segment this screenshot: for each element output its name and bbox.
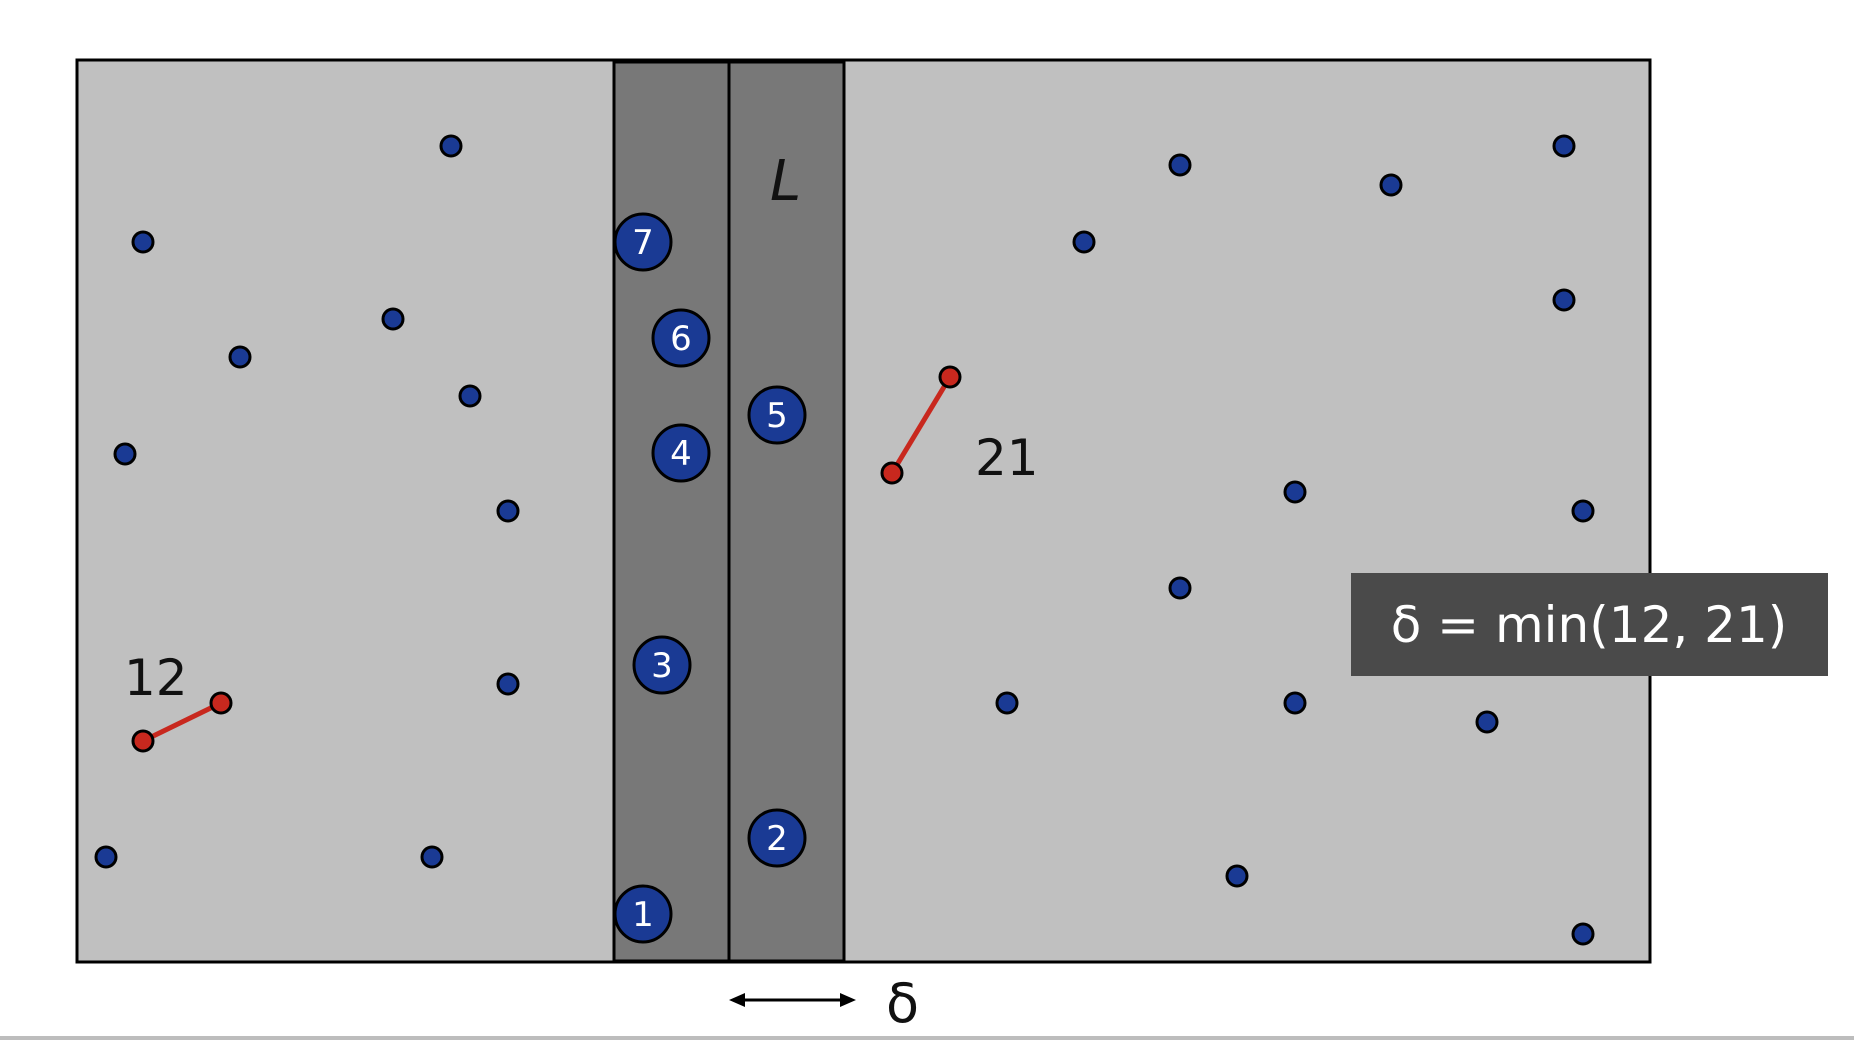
right-closest-pair: 21	[880, 365, 1039, 487]
point	[1552, 134, 1576, 158]
strip-point-circle	[613, 884, 673, 944]
point	[113, 442, 137, 466]
left-pair-point-a	[131, 729, 155, 753]
point	[228, 345, 252, 369]
point	[420, 845, 444, 869]
strip-point-6: 6	[651, 308, 711, 368]
point	[995, 691, 1019, 715]
point	[1225, 864, 1249, 888]
strip-left-half	[612, 60, 731, 963]
strip-point-circle	[747, 808, 807, 868]
point	[1552, 288, 1576, 312]
strip-point-circle	[651, 308, 711, 368]
left-pair-point-b	[209, 691, 233, 715]
point	[1283, 480, 1307, 504]
delta-arrow-left-head	[729, 993, 745, 1007]
strip-point-label: 5	[766, 396, 788, 436]
delta-arrow-right-head	[840, 993, 856, 1007]
plane-region	[75, 58, 1652, 964]
left-closest-pair: 12	[124, 649, 233, 753]
point	[1072, 230, 1096, 254]
strip-point-3: 3	[632, 635, 692, 695]
strip-point-circle	[613, 212, 673, 272]
strip-point-5: 5	[747, 385, 807, 445]
strip-point-1: 1	[613, 884, 673, 944]
formula-text: δ = min(12, 21)	[1391, 596, 1788, 654]
formula-box: δ = min(12, 21)	[1351, 573, 1828, 676]
point	[1475, 710, 1499, 734]
point	[439, 134, 463, 158]
point	[1168, 576, 1192, 600]
delta-width-indicator: δ	[729, 972, 919, 1035]
delta-symbol: δ	[886, 972, 919, 1035]
point	[1571, 499, 1595, 523]
point	[1283, 691, 1307, 715]
strip-point-circle	[651, 423, 711, 483]
strip-point-label: 2	[766, 819, 788, 859]
strip-point-circle	[747, 385, 807, 445]
point	[496, 672, 520, 696]
point	[1379, 173, 1403, 197]
point	[94, 845, 118, 869]
point	[381, 307, 405, 331]
right-pair-point-b	[938, 365, 962, 389]
point	[496, 499, 520, 523]
strip-point-circle	[632, 635, 692, 695]
strip-label-L: L	[770, 149, 801, 214]
point	[458, 384, 482, 408]
strip-point-label: 1	[632, 895, 654, 935]
left-pair-label: 12	[124, 649, 188, 707]
point	[131, 230, 155, 254]
left-pair-segment	[141, 700, 223, 744]
right-pair-label: 21	[975, 429, 1039, 487]
strip-point-4: 4	[651, 423, 711, 483]
background-points	[94, 134, 1595, 946]
strip-point-7: 7	[613, 212, 673, 272]
strip-point-label: 7	[632, 223, 654, 263]
strip-point-label: 6	[670, 319, 692, 359]
point	[1168, 153, 1192, 177]
strip-point-label: 3	[651, 646, 673, 686]
formula-box-background	[1351, 573, 1828, 676]
right-pair-segment	[889, 375, 953, 475]
right-pair-point-a	[880, 461, 904, 485]
strip-point-2: 2	[747, 808, 807, 868]
strip-point-label: 4	[670, 434, 692, 474]
point	[1571, 922, 1595, 946]
bottom-rule	[0, 1036, 1854, 1040]
strip-points: 1 2 3 4 5 6 7	[613, 212, 807, 944]
